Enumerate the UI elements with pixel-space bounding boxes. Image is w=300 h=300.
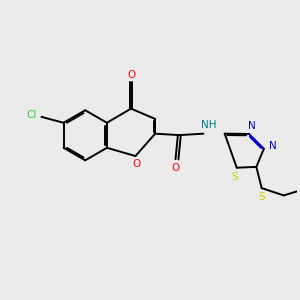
Text: S: S <box>231 172 238 182</box>
Text: O: O <box>127 70 135 80</box>
Text: S: S <box>258 192 265 202</box>
Text: O: O <box>133 159 141 169</box>
Text: N: N <box>269 141 277 151</box>
Text: NH: NH <box>201 120 217 130</box>
Text: O: O <box>171 163 180 172</box>
Text: Cl: Cl <box>27 110 37 120</box>
Text: N: N <box>248 121 255 131</box>
